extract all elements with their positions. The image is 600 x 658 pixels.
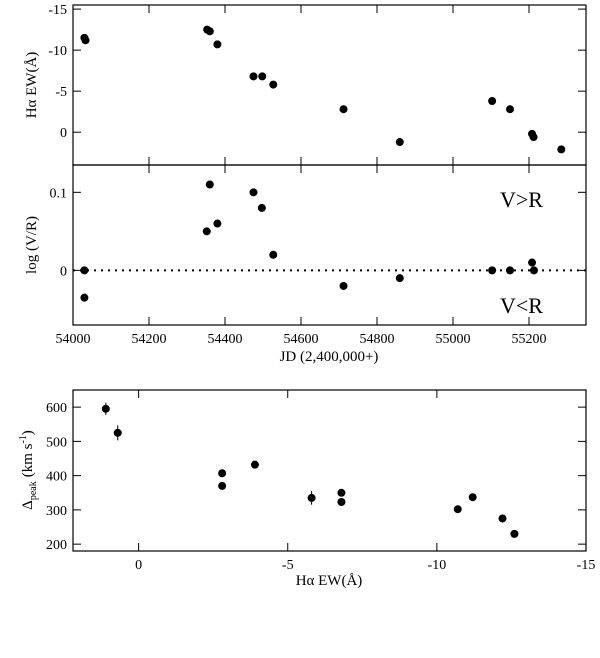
panel2-data-point: [205, 180, 214, 189]
panel3-data-point: [250, 460, 259, 469]
panel3-data-point: [453, 505, 462, 514]
panel1-data-point: [81, 36, 90, 45]
panel3-data-point: [218, 481, 227, 490]
panel1-data-point: [258, 72, 267, 81]
panel2-data-point: [339, 281, 348, 290]
panel2-xtick-label: 55000: [436, 332, 471, 347]
panel3-xtick-label: -15: [577, 558, 596, 573]
panel3-data-point: [337, 498, 346, 507]
panel2-ylabel: log (V/R): [24, 216, 40, 274]
panel2-data-point: [80, 266, 89, 275]
panel3-data-point: [113, 428, 122, 437]
panel3-ytick-label: 500: [46, 435, 67, 450]
panel3-ytick-label: 600: [46, 401, 67, 416]
panel3-data-point: [337, 488, 346, 497]
panel1-data-point: [529, 133, 538, 142]
panel2-data-point: [213, 219, 222, 228]
panel1-data-point: [506, 105, 514, 114]
panel1-data-point: [249, 72, 258, 81]
panel3-ytick-label: 400: [46, 470, 67, 485]
svg-text:Δpeak(km s-1): Δpeak (km s-1): [18, 430, 39, 510]
panel2-xtick-label: 54600: [284, 332, 319, 347]
panel2-xtick-label: 55200: [512, 332, 547, 347]
panel1-data-point: [213, 40, 222, 49]
panel3-xlabel: Hα EW(Å): [296, 573, 363, 589]
panel3-ylabel-unit: (km s: [20, 443, 36, 477]
panel3-ytick-label: 300: [46, 504, 67, 519]
panel2-data-point: [506, 266, 514, 275]
panel3-ylabel-exp: -1: [18, 435, 29, 443]
panel3-data-point: [101, 404, 110, 413]
panel3-data-point: [218, 469, 227, 478]
panel3-ylabel-sub: peak: [28, 481, 39, 500]
panel2-data-point: [395, 274, 404, 283]
panel2-ytick-label: 0.1: [50, 186, 68, 201]
panel2-frame: [72, 164, 587, 326]
panel3-xtick-label: 0: [135, 558, 142, 573]
panel1-frame: [72, 4, 587, 166]
panel2-data-point: [269, 250, 278, 259]
annotation-v-greater-r: V>R: [500, 187, 543, 212]
panel2-data-point: [488, 266, 497, 275]
panel2-data-point: [80, 293, 89, 302]
panel1-ytick-label: -15: [48, 3, 67, 18]
panel2-xlabel: JD (2,400,000+): [280, 349, 379, 365]
annotation-v-less-r: V<R: [500, 293, 543, 318]
panel3-ytick-label: 200: [46, 538, 67, 553]
panel2-ytick-label: 0: [60, 264, 67, 279]
panel2-data-point: [257, 203, 266, 212]
panel1-data-point: [488, 97, 497, 105]
panel1-data-point: [205, 27, 214, 36]
panel3-data-point: [307, 493, 316, 502]
panel3-xtick-label: -10: [428, 558, 447, 573]
panel1-data-point: [557, 145, 566, 154]
panel1-data-point: [269, 80, 278, 89]
panel3-ylabel-delta: Δ: [20, 500, 36, 510]
panel-halpha-ew-vs-jd: -15 -10 -5 0 Hα EW(Å): [24, 3, 587, 166]
panel2-xtick-label: 54200: [132, 332, 167, 347]
panel3-data-point: [498, 514, 507, 523]
panel1-ytick-label: 0: [60, 126, 67, 141]
panel3-xtick-label: -5: [282, 558, 294, 573]
panel2-xtick-label: 54400: [208, 332, 243, 347]
panel3-data-point: [510, 529, 519, 538]
panel1-data-point: [339, 105, 348, 114]
panel1-ytick-label: -5: [55, 85, 67, 100]
panel3-frame: [72, 389, 587, 552]
panel1-data-point: [395, 138, 404, 147]
panel3-ylabel: Δpeak (km s-1): [18, 430, 39, 510]
panel2-data-point: [249, 188, 258, 197]
panel2-xtick-label: 54800: [360, 332, 395, 347]
panel2-data-point: [202, 227, 211, 236]
panel2-data-point: [528, 258, 537, 267]
panel-delta-peak-vs-halpha-ew: 200 300 400 500 600 0 -5 -10 -15 Hα EW(Å) Δpeak (…: [18, 389, 596, 589]
panel3-ylabel-close: ): [20, 430, 36, 435]
panel1-ylabel: Hα EW(Å): [24, 52, 40, 119]
panel2-data-point: [529, 266, 538, 275]
panel2-xtick-label: 54000: [56, 332, 91, 347]
panel3-data-point: [468, 493, 477, 502]
panel1-ytick-label: -10: [48, 44, 67, 59]
